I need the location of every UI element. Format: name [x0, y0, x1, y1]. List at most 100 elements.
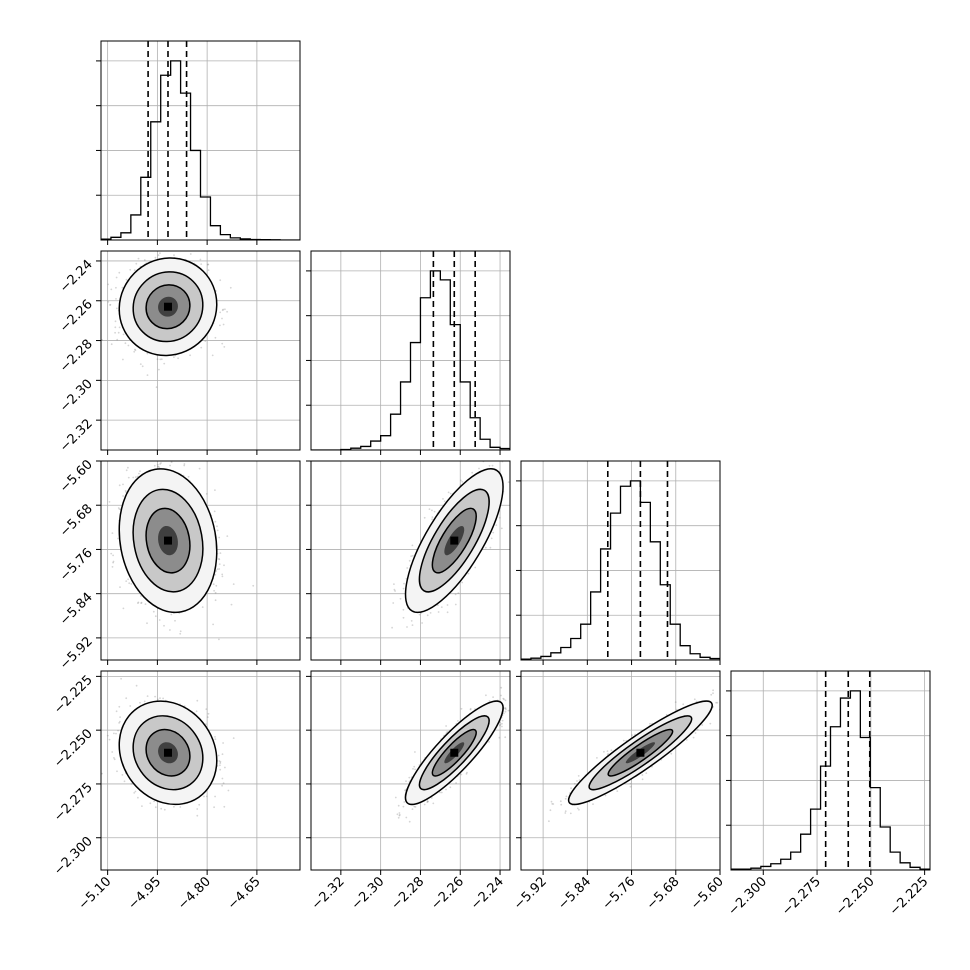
sample-point	[159, 358, 162, 361]
sample-point	[117, 331, 120, 334]
sample-point	[122, 495, 124, 497]
sample-point	[219, 552, 222, 554]
sample-point	[163, 624, 165, 627]
sample-point	[433, 510, 436, 513]
sample-point	[214, 599, 217, 602]
sample-point	[198, 467, 201, 470]
sample-point	[495, 524, 498, 526]
sample-point	[140, 602, 143, 604]
sample-point	[428, 508, 431, 510]
sample-point	[221, 575, 224, 578]
sample-point	[474, 566, 477, 569]
sample-point	[447, 491, 450, 494]
sample-point	[125, 580, 128, 582]
sample-point	[498, 516, 501, 519]
sample-point	[461, 581, 464, 584]
sample-point	[449, 492, 452, 495]
sample-point	[218, 568, 221, 570]
sample-point	[134, 348, 136, 351]
sample-point	[212, 583, 215, 586]
panel-2-0	[101, 428, 300, 660]
sample-point	[442, 498, 444, 500]
sample-point	[467, 572, 470, 575]
sample-point	[119, 586, 121, 588]
sample-point	[223, 564, 225, 567]
sample-point	[135, 262, 138, 265]
sample-point	[184, 247, 186, 249]
sample-point	[128, 582, 131, 585]
sample-point	[124, 489, 127, 492]
sample-point	[127, 476, 130, 479]
sample-point	[183, 463, 186, 465]
sample-point	[412, 554, 414, 557]
sample-point	[426, 614, 429, 617]
sample-point	[160, 462, 162, 464]
sample-point	[174, 619, 176, 622]
sample-point	[218, 558, 220, 560]
sample-point	[116, 338, 119, 341]
sample-point	[221, 573, 224, 576]
sample-point	[200, 346, 203, 349]
sample-point	[160, 358, 163, 361]
sample-point	[214, 336, 217, 339]
sample-point	[118, 326, 121, 329]
panel-frame-1-1	[310, 250, 511, 451]
sample-point	[137, 601, 140, 604]
sample-point	[219, 324, 221, 327]
sample-point	[159, 463, 162, 465]
sample-point	[174, 438, 176, 440]
sample-point	[152, 610, 155, 613]
sample-point	[139, 363, 142, 365]
sample-point	[101, 339, 103, 341]
sample-point	[170, 461, 173, 463]
sample-point	[170, 613, 173, 616]
sample-point	[132, 476, 135, 479]
sample-point	[127, 466, 129, 469]
sample-point	[153, 464, 156, 467]
sample-point	[157, 465, 160, 468]
sample-point	[128, 428, 130, 430]
sample-point	[402, 587, 405, 590]
sample-point	[158, 241, 160, 243]
sample-point	[222, 308, 225, 311]
panel-frame-2-0	[100, 460, 301, 661]
sample-point	[229, 286, 232, 289]
sample-point	[215, 584, 218, 587]
sample-point	[490, 458, 492, 460]
sample-point	[216, 568, 219, 571]
sample-point	[115, 298, 117, 300]
sample-point	[459, 479, 462, 482]
sample-point	[411, 544, 414, 547]
sample-point	[402, 616, 405, 619]
sample-point	[218, 563, 221, 565]
sample-point	[393, 588, 396, 591]
sample-point	[226, 310, 229, 313]
sample-point	[134, 349, 137, 352]
sample-point	[121, 286, 124, 289]
sample-point	[110, 343, 113, 346]
sample-point	[158, 466, 161, 469]
panel-0-0	[101, 41, 300, 240]
sample-point	[109, 304, 111, 306]
sample-point	[207, 269, 210, 271]
sample-point	[173, 254, 175, 257]
sample-point	[108, 501, 111, 503]
sample-point	[130, 583, 133, 585]
sample-point	[122, 607, 125, 610]
panel-2-1	[311, 455, 526, 660]
sample-point	[214, 591, 217, 594]
sample-point	[107, 283, 109, 286]
sample-point	[140, 595, 142, 597]
sample-point	[114, 331, 116, 334]
sample-point	[125, 278, 128, 281]
sample-point	[218, 558, 221, 561]
sample-point	[137, 257, 140, 260]
sample-point	[138, 472, 140, 475]
sample-point	[110, 288, 113, 291]
sample-point	[437, 611, 440, 613]
sample-point	[141, 365, 144, 368]
sample-point	[524, 455, 526, 457]
panel-1-1	[311, 251, 510, 450]
sample-point	[410, 620, 413, 622]
